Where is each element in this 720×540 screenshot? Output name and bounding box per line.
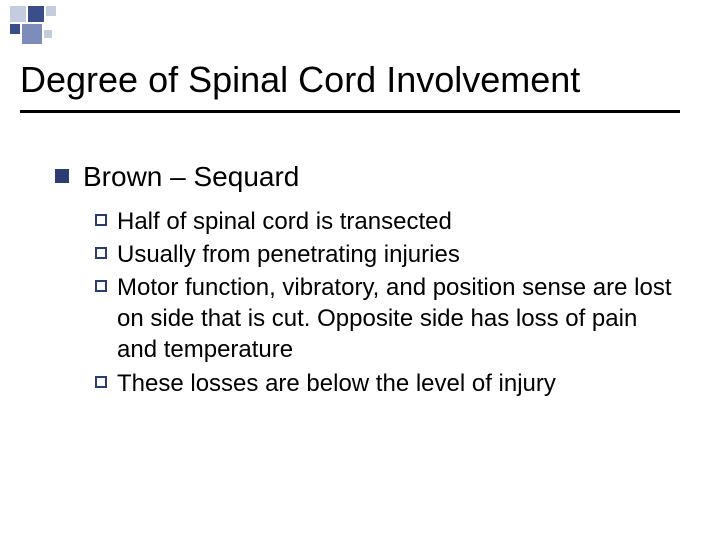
list-item: These losses are below the level of inju… [95,368,680,399]
lvl2-text: Motor function, vibratory, and position … [117,272,680,366]
corner-decor [0,0,80,50]
bullet-open-square-icon [95,214,107,226]
sub-list: Half of spinal cord is transected Usuall… [95,206,680,399]
slide-title: Degree of Spinal Cord Involvement [20,60,690,100]
title-wrap: Degree of Spinal Cord Involvement [20,60,690,100]
decor-square [10,24,20,34]
list-item: Half of spinal cord is transected [95,206,680,237]
lvl2-text: Half of spinal cord is transected [117,206,452,237]
lvl1-text: Brown – Sequard [83,160,299,194]
decor-square [22,24,42,44]
decor-square [44,30,52,38]
title-rule [20,110,680,113]
decor-square [10,6,26,22]
lvl2-text: These losses are below the level of inju… [117,368,556,399]
slide-body: Brown – Sequard Half of spinal cord is t… [55,160,680,401]
bullet-open-square-icon [95,376,107,388]
lvl2-text: Usually from penetrating injuries [117,239,460,270]
list-item: Motor function, vibratory, and position … [95,272,680,366]
decor-square [28,6,44,22]
decor-square [46,6,56,16]
slide: Degree of Spinal Cord Involvement Brown … [0,0,720,540]
bullet-open-square-icon [95,280,107,292]
bullet-square-icon [55,169,69,183]
list-item: Brown – Sequard [55,160,680,194]
bullet-open-square-icon [95,247,107,259]
list-item: Usually from penetrating injuries [95,239,680,270]
